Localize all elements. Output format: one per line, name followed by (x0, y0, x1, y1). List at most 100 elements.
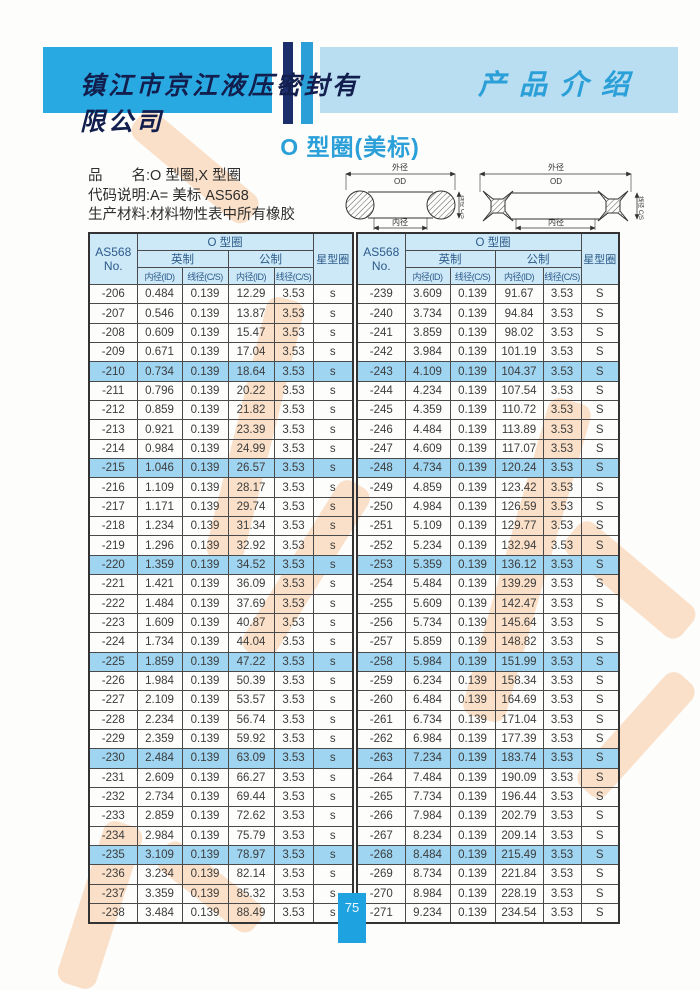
table-cell: S (580, 283, 620, 305)
table-cell: 129.77 (494, 516, 544, 537)
table-cell: 1.484 (136, 593, 183, 614)
table-cell: s (312, 786, 354, 808)
table-cell: 0.139 (181, 690, 229, 711)
svg-text:OD: OD (550, 177, 562, 186)
table-cell: -209 (88, 342, 138, 363)
table-cell: -245 (356, 400, 406, 421)
table-cell: S (580, 554, 620, 576)
table-cell: 1.234 (136, 516, 183, 537)
page-number: 75 (338, 893, 366, 943)
table-cell: 3.53 (273, 419, 314, 440)
table-cell: 50.39 (227, 670, 275, 692)
table-cell: 37.69 (227, 593, 275, 614)
table-cell: 3.53 (542, 670, 582, 692)
table-cell: 3.53 (273, 864, 314, 885)
table-cell: -221 (88, 574, 138, 595)
table-cell: -242 (356, 342, 406, 363)
table-cell: 0.139 (449, 690, 496, 711)
table-cell: -216 (88, 477, 138, 498)
table-row: -224 1.734 0.139 44.04 3.53 s (88, 632, 354, 653)
table-cell: 3.53 (542, 361, 582, 382)
table-row: -248 4.734 0.139 120.24 3.53 S (356, 458, 620, 479)
table-cell: 4.109 (404, 361, 451, 382)
table-row: -265 7.734 0.139 196.44 3.53 S (356, 786, 620, 808)
table-cell: S (580, 903, 620, 924)
table-cell: 234.54 (494, 903, 544, 924)
info-line-name: 品 名:O 型圈,X 型圈 (88, 168, 242, 184)
table-cell: -269 (356, 864, 406, 885)
table-row: -268 8.484 0.139 215.49 3.53 S (356, 844, 620, 866)
table-row: -252 5.234 0.139 132.94 3.53 S (356, 535, 620, 556)
table-cell: S (580, 496, 620, 518)
table-row: -239 3.609 0.139 91.67 3.53 S (356, 283, 620, 305)
table-cell: 26.57 (227, 458, 275, 479)
table-row: -209 0.671 0.139 17.04 3.53 s (88, 342, 354, 363)
table-cell: 0.139 (181, 516, 229, 537)
table-row: -221 1.421 0.139 36.09 3.53 s (88, 574, 354, 595)
table-row: -253 5.359 0.139 136.12 3.53 S (356, 554, 620, 576)
table-cell: 0.139 (449, 612, 496, 634)
table-cell: s (312, 690, 354, 711)
table-cell: 3.53 (542, 458, 582, 479)
table-cell: 3.53 (273, 632, 314, 653)
table-cell: 120.24 (494, 458, 544, 479)
table-row: -219 1.296 0.139 32.92 3.53 s (88, 535, 354, 556)
table-cell: 12.29 (227, 283, 275, 305)
table-cell: 3.53 (542, 380, 582, 402)
col-header-cs-inch: 线径(C/S) (181, 267, 229, 285)
table-cell: 7.734 (404, 786, 451, 808)
table-cell: s (312, 651, 354, 672)
table-row: -245 4.359 0.139 110.72 3.53 S (356, 400, 620, 421)
table-cell: -206 (88, 283, 138, 305)
svg-text:OD: OD (394, 177, 406, 186)
table-cell: S (580, 632, 620, 653)
table-cell: -231 (88, 767, 138, 788)
table-cell: s (312, 709, 354, 730)
table-cell: 0.139 (449, 903, 496, 924)
table-cell: -207 (88, 303, 138, 324)
table-cell: 177.39 (494, 728, 544, 750)
table-cell: S (580, 593, 620, 614)
table-cell: 3.53 (273, 516, 314, 537)
table-cell: s (312, 458, 354, 479)
table-row: -222 1.484 0.139 37.69 3.53 s (88, 593, 354, 614)
table-cell: 3.53 (542, 748, 582, 769)
table-cell: 3.53 (273, 690, 314, 711)
table-cell: 0.139 (181, 380, 229, 402)
table-cell: 3.53 (273, 903, 314, 924)
table-cell: 164.69 (494, 690, 544, 711)
header-divider-bar-dark (283, 42, 293, 124)
table-cell: -263 (356, 748, 406, 769)
col-header-star-ring: 星型圈 (312, 232, 354, 285)
table-cell: -253 (356, 554, 406, 576)
table-cell: S (580, 806, 620, 827)
col-header-id-inch: 内径(ID) (404, 267, 451, 285)
table-cell: 0.139 (181, 806, 229, 827)
table-cell: 6.484 (404, 690, 451, 711)
table-cell: 0.921 (136, 419, 183, 440)
table-cell: 3.53 (542, 632, 582, 653)
table-row: -242 3.984 0.139 101.19 3.53 S (356, 342, 620, 363)
table-cell: -230 (88, 748, 138, 769)
table-row: -256 5.734 0.139 145.64 3.53 S (356, 612, 620, 634)
table-row: -206 0.484 0.139 12.29 3.53 s (88, 283, 354, 305)
table-cell: 132.94 (494, 535, 544, 556)
table-row: -225 1.859 0.139 47.22 3.53 s (88, 651, 354, 672)
table-cell: 8.484 (404, 844, 451, 866)
table-cell: 0.139 (449, 458, 496, 479)
table-row: -269 8.734 0.139 221.84 3.53 S (356, 864, 620, 885)
table-cell: 3.53 (273, 496, 314, 518)
table-cell: 0.139 (449, 728, 496, 750)
table-cell: S (580, 361, 620, 382)
table-cell: 17.04 (227, 342, 275, 363)
table-row: -215 1.046 0.139 26.57 3.53 s (88, 458, 354, 479)
table-cell: 139.29 (494, 574, 544, 595)
table-cell: s (312, 438, 354, 460)
table-cell: 34.52 (227, 554, 275, 576)
table-row: -216 1.109 0.139 28.17 3.53 s (88, 477, 354, 498)
table-cell: 94.84 (494, 303, 544, 324)
table-cell: 0.139 (449, 767, 496, 788)
table-cell: 0.139 (449, 496, 496, 518)
table-cell: 3.53 (542, 883, 582, 905)
table-cell: 0.139 (449, 709, 496, 730)
